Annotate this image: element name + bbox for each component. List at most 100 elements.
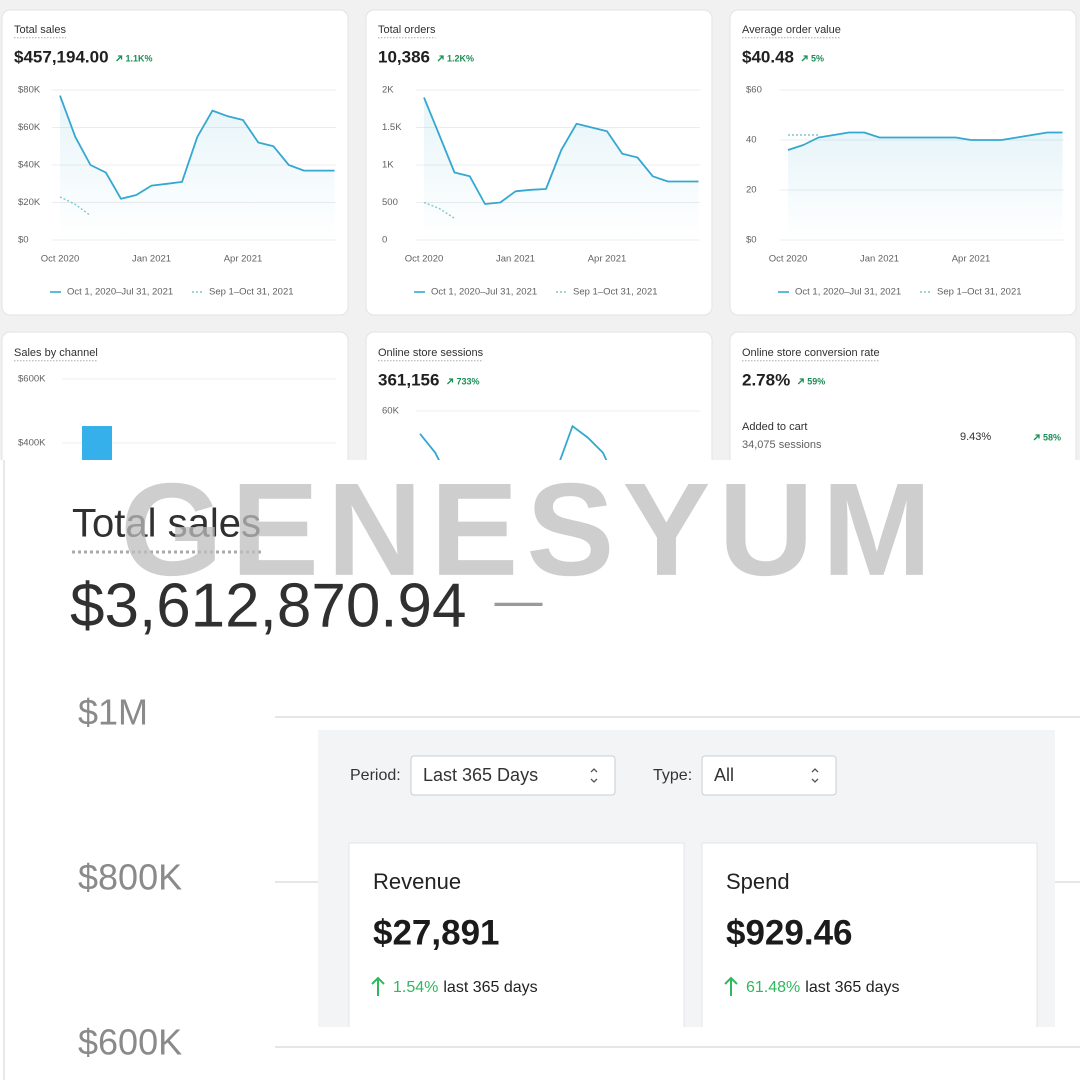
x-tick-label: Oct 2020 <box>769 254 808 265</box>
total-sales-title: Total sales <box>72 502 261 546</box>
trend-arrow-icon <box>801 55 808 62</box>
metric-card-background <box>701 842 1038 1034</box>
metric-period: last 365 days <box>443 979 537 996</box>
metric-value: $457,194.00 <box>14 47 109 66</box>
metric-title: Spend <box>726 869 790 894</box>
trend-arrow-icon <box>797 378 804 385</box>
legend-label: Oct 1, 2020–Jul 31, 2021 <box>67 287 173 298</box>
metric-card: Average order value $40.48 5% $0 20 40 $60 Oct … <box>729 9 1077 316</box>
y-tick-label: $0 <box>746 235 757 246</box>
y-tick-label: $60K <box>18 122 41 133</box>
panel-clip-bottom <box>318 1027 1055 1080</box>
line-series <box>59 196 91 217</box>
trend-arrow-icon <box>116 55 123 62</box>
metric-card: Total sales $457,194.00 1.1K% $0 $20K $40K $60… <box>1 9 349 316</box>
metric-value: $40.48 <box>742 47 794 66</box>
metric-change: 59% <box>807 376 825 386</box>
metric-value: 2.78% <box>742 370 790 389</box>
trend-arrow-icon <box>437 55 444 62</box>
analytics-panel: Period: Last 365 Days Type: All Revenue $27,8… <box>275 730 1080 1080</box>
y-tick-label: $0 <box>18 235 29 246</box>
line-series <box>423 97 699 205</box>
row-value: 9.43% <box>960 431 991 443</box>
metric-period: last 365 days <box>805 979 899 996</box>
y-tick-label: $60 <box>746 85 762 96</box>
metric-change: 1.1K% <box>126 53 153 63</box>
total-sales-trend: — <box>495 575 543 628</box>
y-tick-label: 20 <box>746 185 757 196</box>
metric-card: Total orders 10,386 1.2K% 0 500 1K 1.5K 2K Oct 2… <box>365 9 713 316</box>
filter-label: Period: <box>350 767 401 784</box>
second-row: Sales by channel $400K $600K Online store s… <box>1 331 1077 571</box>
card-title: Sales by channel <box>14 347 98 359</box>
legend-label: Sep 1–Oct 31, 2021 <box>937 287 1022 298</box>
metric-change: 61.48% <box>746 979 800 996</box>
card-title: Total orders <box>378 24 436 36</box>
metric-change: 733% <box>456 376 479 386</box>
metric-title: Revenue <box>373 869 461 894</box>
trend-arrow-icon <box>1033 434 1040 441</box>
line-series <box>423 201 455 219</box>
select-chevron-icon <box>590 768 598 783</box>
y-tick-label: $600K <box>18 374 46 385</box>
watermark: GENESYUM <box>120 456 939 603</box>
x-tick-label: Jan 2021 <box>860 254 899 265</box>
card-title: Online store conversion rate <box>742 347 880 359</box>
period-select[interactable] <box>410 755 616 796</box>
metric-value: $27,891 <box>373 913 500 952</box>
x-tick-label: Oct 2020 <box>405 254 444 265</box>
total-sales-value: $3,612,870.94 <box>70 571 467 640</box>
line-series <box>59 95 335 200</box>
y-tick-label: 1.5K <box>382 122 402 133</box>
legend-label: Oct 1, 2020–Jul 31, 2021 <box>431 287 537 298</box>
y-tick-label: $600K <box>78 1022 182 1063</box>
metric-change: 1.2K% <box>447 53 474 63</box>
x-tick-label: Oct 2020 <box>41 254 80 265</box>
legend-label: Sep 1–Oct 31, 2021 <box>573 287 658 298</box>
up-arrow-icon <box>724 976 738 996</box>
y-tick-label: 2K <box>382 85 394 96</box>
y-tick-label: $20K <box>18 197 41 208</box>
type-select[interactable] <box>701 755 837 796</box>
select-chevron-icon <box>811 768 819 783</box>
line-area <box>60 95 335 240</box>
card-title: Total sales <box>14 24 66 36</box>
metric-change: 5% <box>811 53 824 63</box>
up-arrow-icon <box>371 976 385 996</box>
period-select-value: Last 365 Days <box>423 765 538 785</box>
y-tick-label: $400K <box>18 438 46 449</box>
card-title: Online store sessions <box>378 347 484 359</box>
row-label: Added to cart <box>742 421 807 433</box>
metric-value: 361,156 <box>378 370 439 389</box>
legend-label: Sep 1–Oct 31, 2021 <box>209 287 294 298</box>
filter-label: Type: <box>653 767 692 784</box>
trend-arrow-icon <box>446 378 454 385</box>
y-tick-label: $80K <box>18 85 41 96</box>
metric-value: 10,386 <box>378 47 430 66</box>
row-sub: 34,075 sessions <box>742 439 822 451</box>
x-tick-label: Apr 2021 <box>952 254 991 265</box>
y-tick-label: $40K <box>18 160 41 171</box>
x-tick-label: Jan 2021 <box>496 254 535 265</box>
metric-card-background <box>348 842 685 1034</box>
metric-change: 1.54% <box>393 979 438 996</box>
card-title: Average order value <box>742 24 841 36</box>
line-area <box>788 132 1063 240</box>
y-tick-label: 0 <box>382 235 387 246</box>
x-tick-label: Apr 2021 <box>224 254 263 265</box>
row-change: 58% <box>1043 432 1061 442</box>
y-tick-label: 40 <box>746 135 757 146</box>
x-tick-label: Apr 2021 <box>588 254 627 265</box>
y-tick-label: 1K <box>382 160 394 171</box>
line-area <box>424 97 699 240</box>
metric-value: $929.46 <box>726 913 853 952</box>
x-tick-label: Jan 2021 <box>132 254 171 265</box>
y-tick-label: 500 <box>382 197 398 208</box>
y-tick-label: $800K <box>78 857 182 898</box>
type-select-value: All <box>714 765 734 785</box>
line-series <box>787 131 1063 151</box>
y-tick-label: $1M <box>78 692 148 733</box>
y-tick-label: 60K <box>382 406 400 417</box>
legend-label: Oct 1, 2020–Jul 31, 2021 <box>795 287 901 298</box>
